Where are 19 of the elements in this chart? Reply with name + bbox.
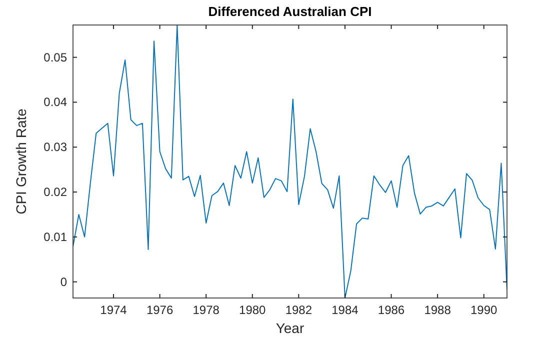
y-tick-label: 0.03 [44,140,68,154]
y-tick-label: 0.04 [44,95,68,110]
y-tick-label: 0.05 [44,50,68,64]
x-axis-title: Year [276,320,304,336]
y-tick-label: 0 [60,274,68,289]
y-tick-label: 0.01 [44,230,68,244]
x-tick-label: 1986 [378,303,405,317]
x-tick-label: 1980 [239,303,266,317]
x-tick-label: 1988 [424,303,452,317]
x-tick-label: 1974 [100,303,128,317]
x-tick-label: 1984 [332,303,359,317]
x-tick-label: 1976 [146,303,174,317]
line-series [73,25,507,298]
x-tick-label: 1990 [470,303,498,317]
y-tick-label: 0.02 [44,185,68,200]
y-axis-title: CPI Growth Rate [13,108,29,214]
chart-title: Differenced Australian CPI [208,4,372,19]
x-tick-label: 1982 [285,303,312,317]
x-tick-label: 1978 [192,303,220,317]
